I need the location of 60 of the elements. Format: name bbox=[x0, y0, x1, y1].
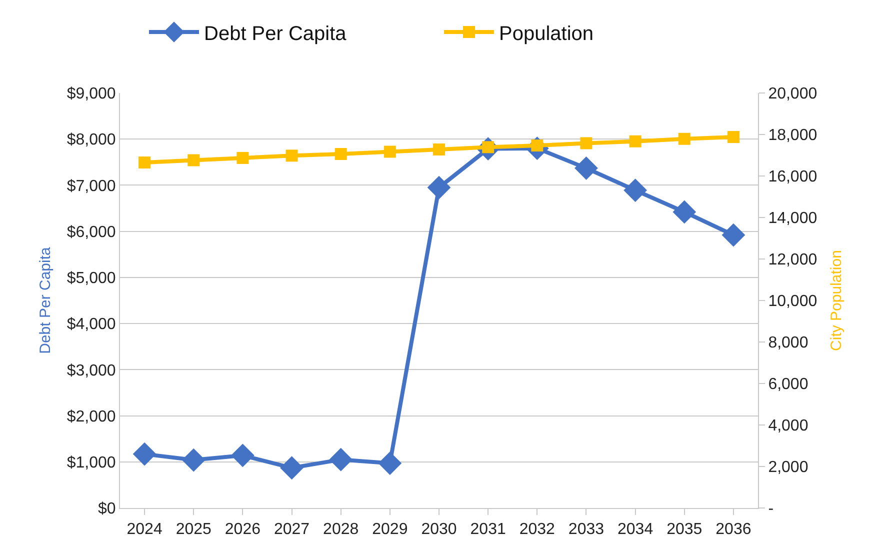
y2-axis-title: City Population bbox=[828, 250, 846, 351]
point bbox=[574, 156, 598, 180]
point bbox=[230, 444, 254, 468]
point bbox=[286, 150, 298, 162]
y-tick-label: $2,000 bbox=[66, 408, 116, 426]
x-tick-label: 2036 bbox=[716, 521, 752, 538]
x-tick-label: 2028 bbox=[323, 521, 359, 538]
point bbox=[280, 456, 304, 480]
y-tick-label: $5,000 bbox=[66, 270, 116, 288]
x-tick-label: 2035 bbox=[666, 521, 702, 538]
x-tick-label: 2027 bbox=[274, 521, 310, 538]
x-tick-label: 2033 bbox=[568, 521, 604, 538]
point bbox=[138, 156, 151, 169]
point bbox=[384, 146, 396, 158]
y-tick-label: $4,000 bbox=[66, 316, 116, 334]
y-tick-label: $3,000 bbox=[66, 362, 116, 380]
y2-tick-label: 4,000 bbox=[768, 418, 808, 435]
y-tick-label: $1,000 bbox=[66, 454, 116, 472]
x-tick-label: 2032 bbox=[519, 521, 556, 538]
point bbox=[722, 223, 746, 247]
point bbox=[427, 176, 451, 200]
x-tick-label: 2026 bbox=[224, 521, 261, 538]
y2-tick-label: - bbox=[768, 500, 774, 518]
y2-tick-label: 20,000 bbox=[768, 86, 818, 103]
point bbox=[580, 137, 592, 150]
y-tick-label: $6,000 bbox=[66, 224, 116, 241]
x-tick-label: 2034 bbox=[618, 521, 654, 538]
legend-label: Population bbox=[499, 22, 594, 45]
point bbox=[182, 448, 206, 472]
y2-tick-label: 6,000 bbox=[768, 376, 808, 394]
point bbox=[624, 178, 648, 202]
y2-tick-label: 12,000 bbox=[768, 252, 818, 269]
point bbox=[678, 132, 690, 145]
x-tick-label: 2030 bbox=[421, 521, 457, 538]
y2-tick-label: 14,000 bbox=[768, 210, 818, 228]
y-axis-title: Debt Per Capita bbox=[37, 246, 54, 354]
y2-tick-label: 2,000 bbox=[768, 459, 808, 476]
x-tick-label: 2025 bbox=[176, 521, 212, 538]
point bbox=[629, 135, 642, 148]
point bbox=[672, 200, 696, 224]
point bbox=[236, 152, 249, 164]
y2-tick-label: 18,000 bbox=[768, 127, 818, 144]
x-tick-label: 2024 bbox=[126, 521, 162, 538]
x-tick-label: 2031 bbox=[470, 521, 506, 538]
x-tick-label: 2029 bbox=[372, 521, 408, 538]
point bbox=[433, 143, 445, 156]
y2-tick-label: 16,000 bbox=[768, 168, 818, 186]
y2-tick-label: 8,000 bbox=[768, 334, 808, 352]
y-tick-label: $0 bbox=[98, 500, 116, 518]
y-tick-label: $8,000 bbox=[66, 132, 116, 149]
point bbox=[329, 448, 353, 472]
point bbox=[132, 442, 156, 466]
y2-tick-label: 10,000 bbox=[768, 293, 818, 310]
y-tick-label: $9,000 bbox=[66, 86, 116, 103]
point bbox=[727, 130, 740, 143]
point bbox=[378, 452, 402, 475]
point bbox=[188, 154, 200, 166]
legend-label: Debt Per Capita bbox=[204, 22, 348, 45]
y-tick-label: $7,000 bbox=[66, 178, 116, 195]
point bbox=[334, 148, 347, 160]
